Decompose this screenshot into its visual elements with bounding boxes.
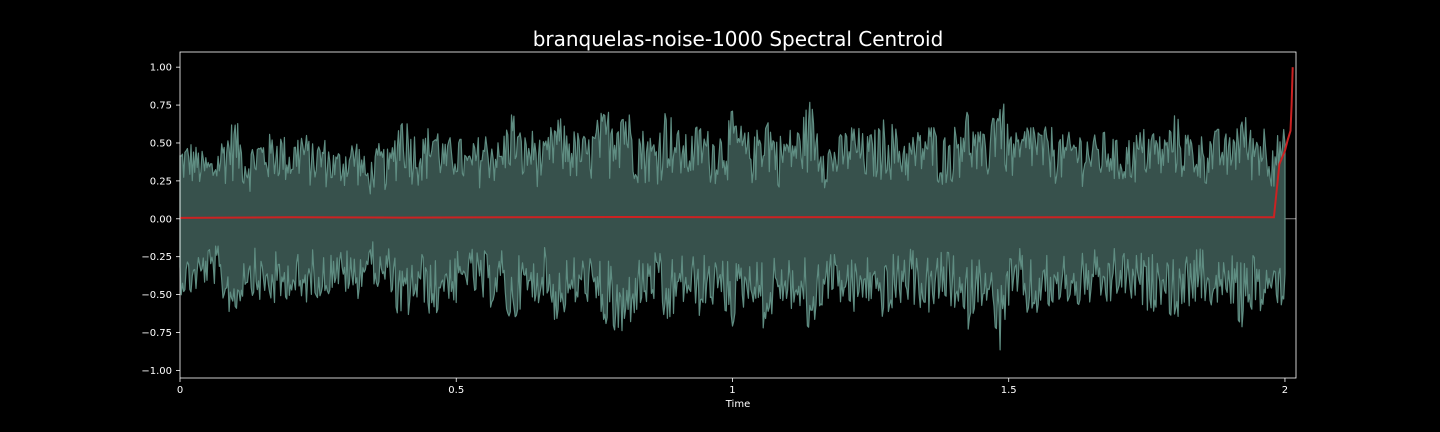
x-tick-label: 0 — [177, 385, 183, 396]
y-tick-label: −0.50 — [141, 290, 172, 301]
x-tick-label: 1 — [729, 385, 735, 396]
y-tick-label: 1.00 — [150, 63, 172, 74]
centroid-layer — [179, 67, 1294, 219]
chart-title: branquelas-noise-1000 Spectral Centroid — [533, 27, 944, 51]
x-axis: 0 0.5 1 1.5 2 — [177, 378, 1288, 396]
y-tick-label: 0.75 — [150, 101, 172, 112]
y-axis: −1.00 −0.75 −0.50 −0.25 0.00 0.25 0.50 0.75 1.00 — [141, 63, 180, 377]
y-tick-label: 0.25 — [150, 176, 172, 187]
series-line-0 — [179, 67, 1294, 219]
x-tick-label: 0.5 — [448, 385, 464, 396]
y-tick-label: −0.25 — [141, 252, 172, 263]
y-tick-label: −0.75 — [141, 328, 172, 339]
x-tick-label: 2 — [1282, 385, 1288, 396]
waveform-area — [179, 101, 1286, 351]
x-tick-label: 1.5 — [1001, 385, 1017, 396]
waveform-layer — [179, 101, 1296, 351]
y-tick-label: 0.50 — [150, 138, 172, 149]
y-tick-label: −1.00 — [141, 366, 172, 377]
plot-frame — [179, 51, 1297, 379]
y-tick-label: 0.00 — [150, 214, 172, 225]
x-axis-label: Time — [725, 399, 750, 410]
